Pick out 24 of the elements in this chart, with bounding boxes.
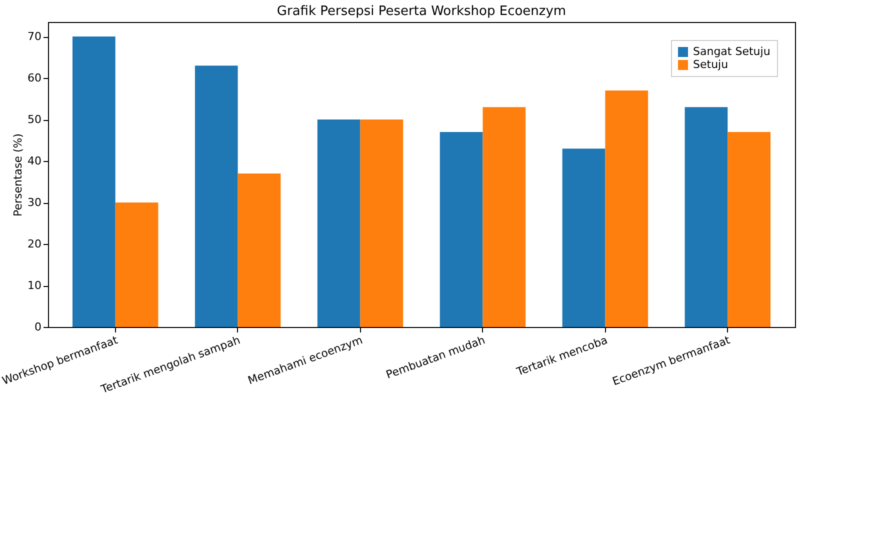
y-tick-label: 50 [28,113,42,126]
bar [562,148,606,327]
bar [482,107,526,327]
y-tick-label: 20 [28,238,42,251]
bar [728,132,771,327]
bar [115,202,158,327]
y-tick-label: 10 [28,279,42,292]
y-tick-label: 0 [34,320,42,334]
bar [238,173,281,327]
y-tick-label: 40 [28,154,42,168]
y-tick-label: 70 [28,30,42,44]
bar [72,36,116,327]
chart-title: Grafik Persepsi Peserta Workshop Ecoenzym [276,4,566,19]
bar [317,120,360,327]
legend-label: Sangat Setuju [693,45,770,58]
bar [440,132,483,327]
bar [360,120,404,327]
legend-label: Setuju [693,58,728,71]
bar [194,66,238,327]
y-tick-label: 30 [28,196,42,210]
y-tick-label: 60 [28,72,42,85]
bar [605,90,648,327]
y-axis-title: Persentase (%) [12,133,25,217]
bar [684,107,728,327]
